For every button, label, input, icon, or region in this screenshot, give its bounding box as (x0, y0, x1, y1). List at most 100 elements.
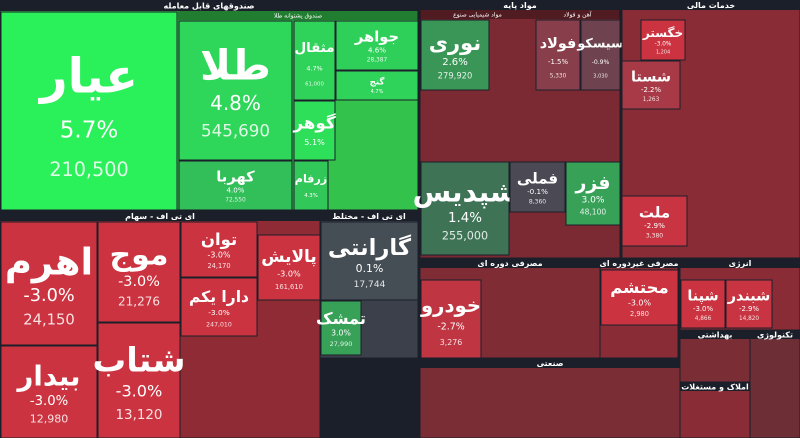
tile-change: -3.0% (23, 286, 74, 306)
tile (178, 160, 293, 211)
tile (180, 221, 258, 278)
subgroup-header-bar (535, 10, 620, 19)
tile-price: 61,000 (305, 82, 324, 88)
tile (320, 300, 362, 356)
tile-change: -3.0% (118, 274, 160, 290)
group-header-bar (680, 382, 750, 391)
tile-name: زرفام (295, 173, 327, 186)
tile (600, 269, 679, 326)
tile-name: طلا (200, 40, 271, 89)
tile-price: 12,980 (30, 413, 69, 426)
group-header: ای تی اف - سهام (125, 212, 195, 221)
tile-price: 545,690 (201, 122, 270, 141)
group-header-bar (600, 258, 678, 268)
group-header: مصرفی دوره ای (477, 259, 542, 268)
tile (580, 19, 621, 91)
group-header: انرژی (729, 259, 752, 268)
tile-price: 247,010 (206, 321, 232, 328)
group-header-bar (750, 330, 800, 339)
tile (621, 195, 688, 247)
group-header: صنعتی (537, 359, 564, 368)
tile-change: -1.5% (548, 58, 568, 66)
group-area (749, 329, 800, 438)
tile-change: -3.0% (208, 308, 230, 317)
group-header: مصرفی غیردوره ای (600, 259, 679, 268)
tile-name: اهرم (5, 240, 93, 284)
subgroup-header-bar (178, 11, 418, 20)
tile-price: 255,000 (442, 229, 488, 242)
tile (0, 11, 178, 211)
subgroup-header: صندوق پشتوانه طلا (274, 13, 322, 20)
tile (257, 234, 321, 301)
tile-price: 1,204 (656, 50, 670, 56)
tile-name: فملی (517, 170, 558, 188)
group-header-bar (320, 211, 418, 221)
tile-change: -0.1% (527, 187, 548, 196)
tile-name: گارانتی (328, 234, 412, 261)
group-header: خدمات مالی (687, 1, 735, 10)
tile-name: کهربا (216, 169, 255, 186)
group-header-bar (420, 358, 680, 368)
tile (420, 19, 490, 91)
tile-change: -3.0% (30, 394, 68, 409)
tile-price: 2,980 (630, 310, 649, 318)
tile (97, 322, 181, 438)
tile-price: 8,360 (529, 199, 546, 206)
subgroup-header: مواد شیمیایی صنوع (453, 12, 502, 19)
tile-change: 0.1% (356, 262, 384, 275)
tile-price: 3,380 (646, 233, 663, 240)
tile (0, 345, 98, 438)
group-header-bar (420, 0, 620, 10)
tile-change: -3.0% (655, 42, 672, 48)
tile-name: موج (109, 238, 168, 273)
tile-name: خودرو (420, 294, 481, 317)
group-header-bar (680, 330, 750, 339)
tile-name: شپنا (687, 288, 718, 304)
tile-change: 3.0% (331, 328, 351, 337)
group-header: مواد پایه (503, 1, 537, 10)
tile-name: توان (201, 230, 237, 250)
tile-name: شبندر (727, 288, 771, 304)
tile-change: -0.9% (592, 59, 610, 66)
tile-change: -2.9% (739, 305, 759, 313)
tile (725, 279, 773, 329)
tile-name: تمشک (316, 309, 366, 328)
tile-change: 4.0% (227, 185, 245, 194)
group-header-bar (680, 258, 800, 268)
subgroup-header: آهن و فولاد (563, 10, 592, 19)
tile (535, 19, 581, 91)
tile-change: -3.0% (116, 382, 163, 401)
tile (293, 20, 336, 101)
tile-price: 48,100 (580, 207, 607, 216)
tile-change: -3.0% (628, 299, 651, 308)
tile-name: بیدار (16, 359, 81, 392)
tile-change: 4.8% (210, 91, 261, 115)
tile (640, 19, 686, 61)
tile (293, 160, 329, 211)
group-header: تکنولوژی (757, 331, 793, 340)
tile-name: شپدیس (413, 176, 518, 209)
tile-price: 17,744 (354, 280, 386, 290)
tile-change: 4.3% (304, 193, 318, 199)
tile-price: 72,550 (225, 198, 246, 204)
tile-change: -2.2% (641, 86, 661, 94)
tile-name: ملت (639, 204, 670, 222)
tile (178, 20, 293, 161)
tile-price: 24,170 (207, 262, 230, 270)
tile (680, 279, 726, 329)
tile-change: -2.9% (644, 221, 665, 230)
tile-change: -3.0% (277, 269, 301, 279)
group-area (679, 381, 751, 438)
tile-change: 4.7% (306, 64, 322, 72)
group-header-bar (0, 211, 320, 221)
subgroup-header-bar (420, 10, 535, 19)
tile-name: فزر (575, 172, 611, 194)
tile-name: دارا یکم (189, 288, 249, 306)
tile-name: نوری (429, 31, 481, 55)
tile-name: سیسکو (576, 36, 623, 51)
tile-change: -3.0% (208, 251, 231, 260)
tile-price: 27,990 (330, 340, 353, 348)
tile-price: 1,263 (643, 97, 660, 103)
tile-name: عیار (38, 48, 138, 104)
